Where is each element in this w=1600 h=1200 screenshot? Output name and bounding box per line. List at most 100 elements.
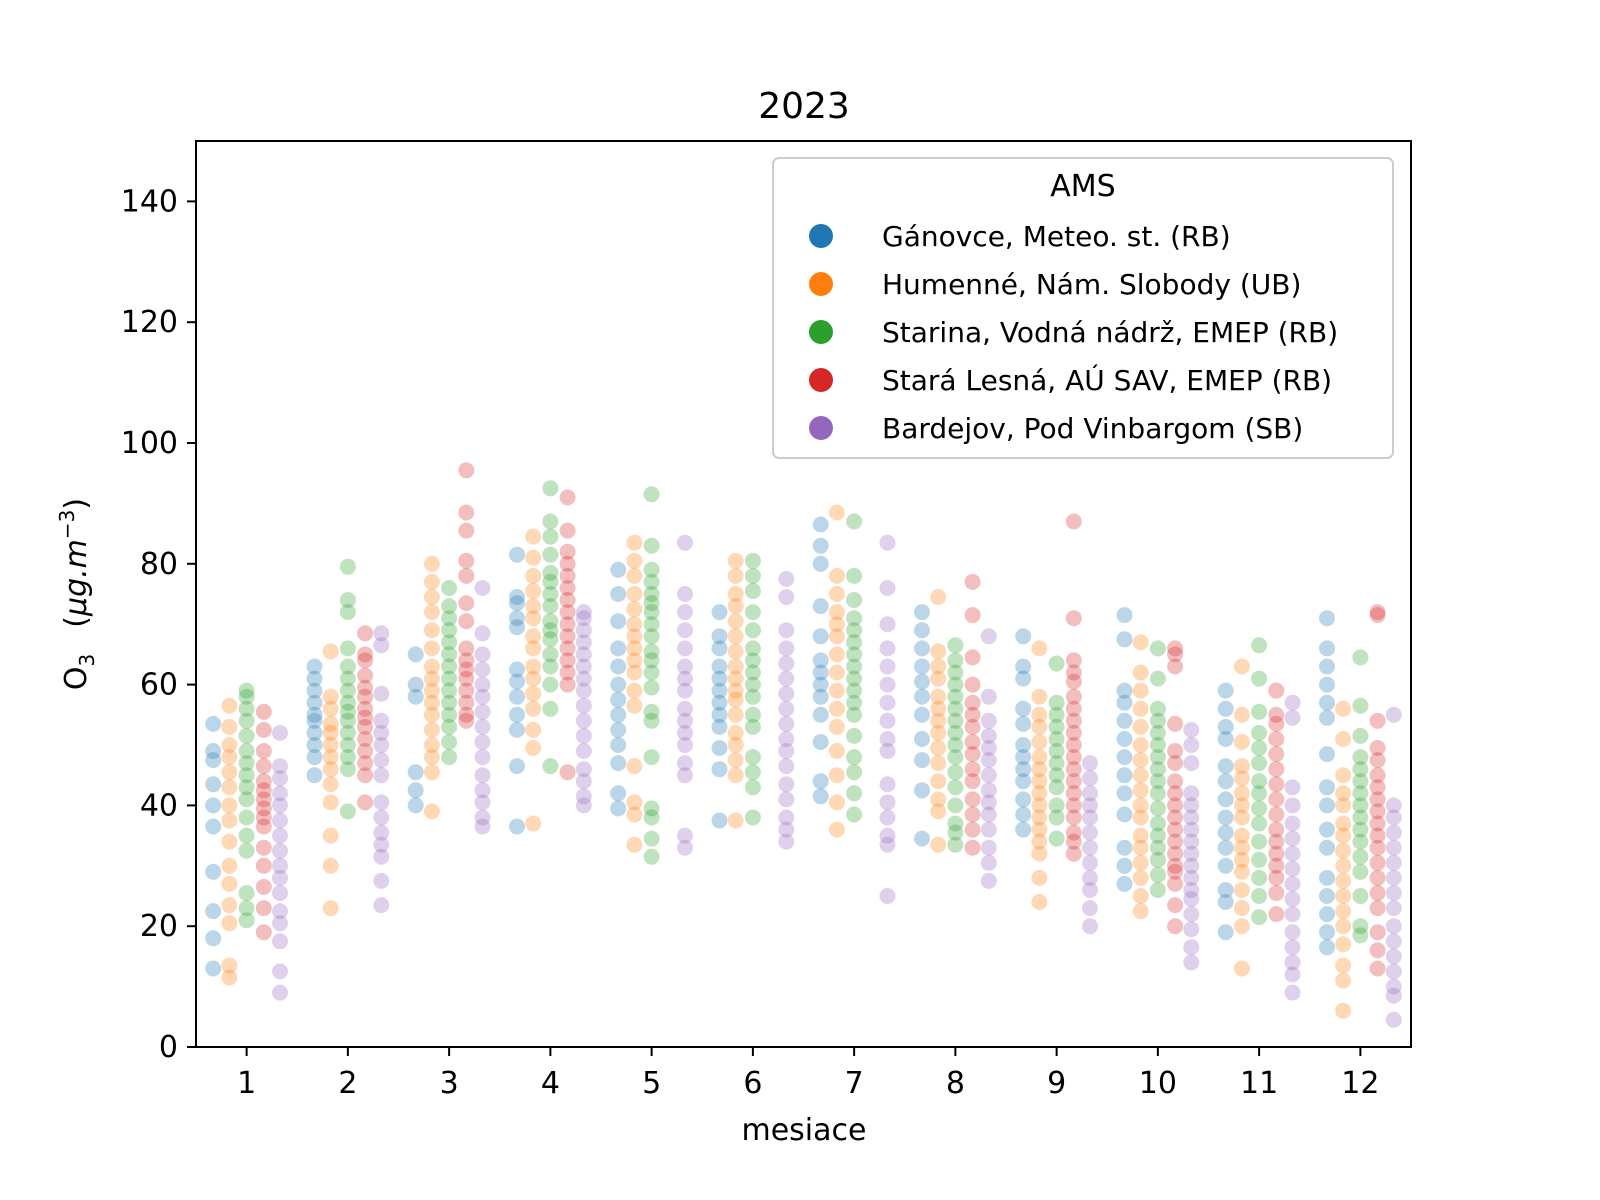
data-point — [1352, 797, 1369, 814]
data-point — [964, 607, 981, 624]
data-point — [1268, 833, 1285, 850]
data-point — [846, 670, 863, 687]
data-point — [357, 667, 374, 684]
data-point — [1335, 972, 1352, 989]
data-point — [778, 833, 795, 850]
data-point — [643, 604, 660, 621]
legend-entry: Starina, Vodná nádrž, EMEP (RB) — [882, 316, 1338, 349]
data-point — [711, 640, 728, 657]
data-point — [458, 640, 475, 657]
data-point — [677, 700, 693, 717]
data-point — [643, 664, 660, 681]
data-point — [812, 676, 829, 693]
data-point — [357, 755, 374, 772]
plot-frame — [195, 140, 1412, 1048]
data-point — [1369, 604, 1386, 621]
data-point — [272, 797, 288, 814]
data-point — [744, 779, 761, 796]
data-point — [1183, 821, 1200, 838]
data-point — [1015, 700, 1032, 717]
data-point — [357, 646, 374, 663]
data-point — [1167, 646, 1184, 663]
data-point — [1167, 857, 1184, 874]
data-point — [610, 691, 627, 708]
data-point — [1031, 821, 1048, 838]
data-point — [1319, 839, 1335, 856]
data-point — [441, 610, 458, 627]
data-point — [1116, 785, 1133, 802]
data-point — [914, 673, 930, 690]
data-point — [509, 589, 525, 605]
y-axis-label: O3 (μg.m−3) — [55, 498, 99, 690]
x-tick-label: 5 — [642, 1066, 661, 1101]
data-point — [1352, 727, 1369, 744]
data-point — [1251, 815, 1268, 832]
data-point — [980, 821, 997, 838]
data-point — [879, 888, 896, 904]
data-point — [677, 712, 693, 729]
data-point — [1319, 610, 1335, 627]
data-point — [1031, 706, 1048, 723]
data-point — [744, 604, 761, 621]
data-point — [1116, 712, 1133, 729]
data-point — [423, 640, 440, 657]
data-point — [828, 718, 845, 735]
data-point — [812, 734, 829, 750]
data-point — [272, 842, 288, 859]
data-point — [846, 567, 863, 584]
data-point — [1233, 785, 1250, 802]
data-point — [423, 604, 440, 621]
data-point — [828, 616, 845, 633]
data-point — [373, 712, 390, 729]
data-point — [509, 661, 525, 678]
data-point — [1284, 891, 1301, 907]
data-point — [1082, 755, 1098, 772]
data-point — [1031, 797, 1048, 814]
data-point — [221, 737, 238, 753]
data-point — [626, 697, 643, 714]
data-point — [255, 703, 272, 720]
data-point — [205, 752, 222, 769]
data-point — [373, 685, 390, 702]
data-point — [1335, 936, 1352, 953]
data-point — [559, 592, 576, 608]
data-point — [677, 622, 693, 639]
data-point — [1217, 718, 1234, 735]
data-point — [1082, 809, 1098, 826]
data-point — [407, 797, 424, 814]
data-point — [964, 734, 981, 750]
x-axis-label: mesiace — [742, 1113, 867, 1148]
data-point — [474, 734, 491, 750]
data-point — [322, 643, 339, 660]
data-point — [509, 706, 525, 723]
data-point — [727, 724, 744, 741]
data-point — [272, 827, 288, 844]
data-point — [1319, 746, 1335, 763]
data-point — [1116, 607, 1133, 624]
data-point — [238, 743, 255, 759]
data-point — [1183, 785, 1200, 802]
data-point — [930, 755, 947, 772]
data-point — [947, 724, 964, 741]
data-point — [626, 567, 643, 584]
x-tick-label: 4 — [541, 1066, 560, 1101]
data-point — [306, 694, 323, 711]
data-point — [947, 764, 964, 781]
data-point — [1268, 731, 1285, 747]
data-point — [914, 688, 930, 705]
data-point — [1031, 785, 1048, 802]
data-point — [947, 737, 964, 753]
data-point — [1385, 987, 1402, 1004]
x-tick-label: 8 — [946, 1066, 965, 1101]
data-point — [1284, 797, 1301, 814]
data-point — [1183, 906, 1200, 923]
data-point — [879, 827, 896, 844]
data-point — [1369, 885, 1386, 901]
data-point — [255, 721, 272, 738]
data-point — [643, 749, 660, 766]
data-point — [1065, 513, 1082, 530]
data-point — [1319, 779, 1335, 796]
data-point — [1385, 797, 1402, 814]
data-point — [1183, 845, 1200, 862]
data-point — [677, 767, 693, 784]
